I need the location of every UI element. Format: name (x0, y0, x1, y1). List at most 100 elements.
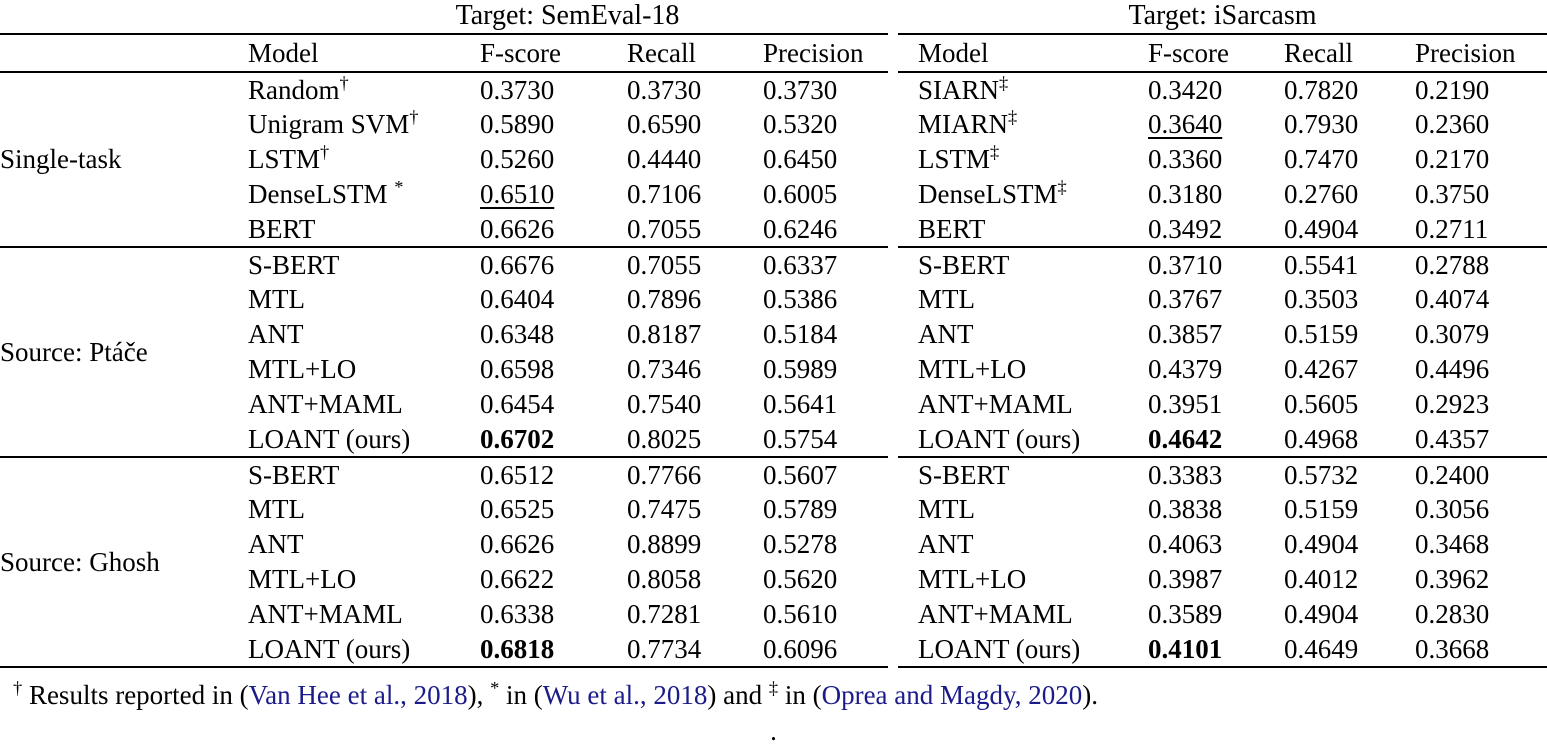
precision-value-text: 0.3750 (1415, 179, 1490, 209)
header-row: Model F-score Recall Precision (0, 33, 888, 73)
model-name: ANT+MAML (918, 599, 1073, 629)
table-row: LSTM‡ 0.3360 0.7470 0.2170 (898, 142, 1547, 177)
model-name: SIARN‡ (918, 72, 1009, 105)
model-name: DenseLSTM‡ (918, 177, 1067, 209)
precision-value: 0.2360 (1415, 107, 1547, 142)
model-name: ANT (918, 319, 974, 349)
fscore-value-text: 0.3951 (1148, 389, 1223, 419)
model-column-header: Model (247, 33, 480, 73)
table-row: DenseLSTM‡ 0.3180 0.2760 0.3750 (898, 177, 1547, 212)
recall-value-text: 0.4968 (1284, 423, 1359, 454)
recall-value-text: 0.8025 (627, 423, 702, 454)
precision-value-text: 0.3962 (1415, 564, 1490, 594)
model-name: LSTM‡ (918, 142, 1000, 174)
precision-value: 0.6337 (763, 246, 888, 282)
fscore-value-text: 0.6598 (480, 354, 555, 384)
citation-link[interactable]: Oprea and Magdy, 2020 (821, 680, 1083, 710)
table-row: S-BERT 0.3710 0.5541 0.2788 (898, 246, 1547, 282)
recall-value: 0.5541 (1284, 246, 1415, 282)
precision-value: 0.5789 (763, 492, 888, 527)
fscore-value: 0.6598 (480, 352, 627, 387)
precision-value: 0.3962 (1415, 562, 1547, 597)
recall-value-text: 0.5159 (1284, 494, 1359, 524)
footnote-marker: ‡ (768, 678, 779, 698)
recall-value-text: 0.3730 (627, 74, 702, 105)
table-row: S-BERT 0.3383 0.5732 0.2400 (898, 456, 1547, 492)
recall-value: 0.4904 (1284, 597, 1415, 632)
precision-value-text: 0.5789 (763, 494, 838, 524)
table-row: DenseLSTM * 0.6510 0.7106 0.6005 (0, 177, 888, 212)
model-name: MTL+LO (918, 354, 1027, 384)
recall-value-text: 0.4267 (1284, 354, 1359, 384)
citation-link[interactable]: Van Hee et al., 2018 (248, 680, 468, 710)
model-name: MIARN‡ (918, 107, 1018, 139)
table-row: BERT 0.3492 0.4904 0.2711 (898, 212, 1547, 247)
precision-value: 0.3750 (1415, 177, 1547, 212)
model-name: S-BERT (898, 246, 1148, 282)
fscore-value: 0.3951 (1148, 387, 1284, 422)
group-column-header (0, 33, 247, 73)
isarcasm-table-header: Model F-score Recall Precision (898, 33, 1547, 73)
precision-value: 0.4496 (1415, 352, 1547, 387)
recall-value: 0.7540 (627, 387, 763, 422)
footnote-marker: * (490, 678, 500, 698)
precision-value-text: 0.4496 (1415, 354, 1490, 384)
table-group: Source: Ghosh S-BERT 0.6512 0.7766 0.5607 MTL… (0, 456, 888, 667)
table-group: Single-task Random† 0.3730 0.3730 0.3730 Unig… (0, 72, 888, 247)
precision-value-text: 0.6450 (763, 144, 838, 174)
precision-column-header: Precision (763, 33, 888, 73)
fscore-value-text: 0.6622 (480, 564, 555, 594)
citation-link[interactable]: Wu et al., 2018 (542, 680, 708, 710)
footnote-text: ), (467, 680, 491, 710)
recall-value-text: 0.7055 (627, 213, 702, 244)
fscore-value-text: 0.4101 (1148, 633, 1223, 664)
model-name: ANT+MAML (248, 389, 403, 419)
group-label: Source: Ghosh (0, 456, 247, 667)
precision-value-text: 0.2788 (1415, 249, 1490, 280)
fscore-value-text: 0.6338 (480, 599, 555, 629)
recall-value-text: 0.4904 (1284, 529, 1359, 559)
table-row: ANT+MAML 0.3589 0.4904 0.2830 (898, 597, 1547, 632)
recall-value-text: 0.4649 (1284, 633, 1359, 664)
fscore-value: 0.6676 (480, 246, 627, 282)
precision-value: 0.6096 (763, 632, 888, 667)
recall-value-text: 0.7281 (627, 599, 702, 629)
fscore-value: 0.3640 (1148, 107, 1284, 142)
footnote-marker: † (13, 678, 23, 698)
group-label: Source: Ptáče (0, 246, 247, 457)
table-row: Source: Ghosh S-BERT 0.6512 0.7766 0.5607 (0, 456, 888, 667)
table-row: MTL 0.6404 0.7896 0.5386 (0, 282, 888, 317)
recall-value: 0.3730 (627, 72, 763, 107)
fscore-value-text: 0.6510 (480, 179, 555, 209)
precision-value: 0.2788 (1415, 246, 1547, 282)
recall-value: 0.7106 (627, 177, 763, 212)
recall-value: 0.2760 (1284, 177, 1415, 212)
fscore-column-header: F-score (480, 33, 627, 73)
model-name: LSTM† (248, 142, 330, 174)
recall-value: 0.4440 (627, 142, 763, 177)
recall-value: 0.7930 (1284, 107, 1415, 142)
precision-value: 0.3668 (1415, 632, 1547, 667)
precision-value: 0.2923 (1415, 387, 1547, 422)
footnote: † Results reported in (Van Hee et al., 2… (0, 668, 1547, 711)
fscore-value: 0.6622 (480, 562, 627, 597)
recall-value-text: 0.2760 (1284, 179, 1359, 209)
fscore-value-text: 0.6818 (480, 633, 555, 664)
semeval18-results-table: Model F-score Recall Precision Single-ta… (0, 33, 888, 668)
fscore-value-text: 0.6454 (480, 389, 555, 419)
caption-dot: . (770, 716, 777, 746)
model-name: BERT (248, 213, 316, 244)
footnote-marker: † (320, 142, 330, 162)
fscore-value: 0.3420 (1148, 72, 1284, 107)
fscore-value-text: 0.3420 (1148, 74, 1223, 105)
footnote-marker: ‡ (999, 72, 1009, 93)
precision-value-text: 0.2711 (1415, 213, 1489, 244)
fscore-value-text: 0.3360 (1148, 144, 1223, 174)
fscore-value-text: 0.6348 (480, 319, 555, 349)
table-row: ANT 0.6626 0.8899 0.5278 (0, 527, 888, 562)
table-row: Single-task Random† 0.3730 0.3730 0.3730 (0, 72, 888, 174)
fscore-value: 0.4101 (1148, 632, 1284, 667)
precision-value-text: 0.5386 (763, 284, 838, 314)
model-name: ANT (918, 529, 974, 559)
model-name: ANT (248, 529, 304, 559)
